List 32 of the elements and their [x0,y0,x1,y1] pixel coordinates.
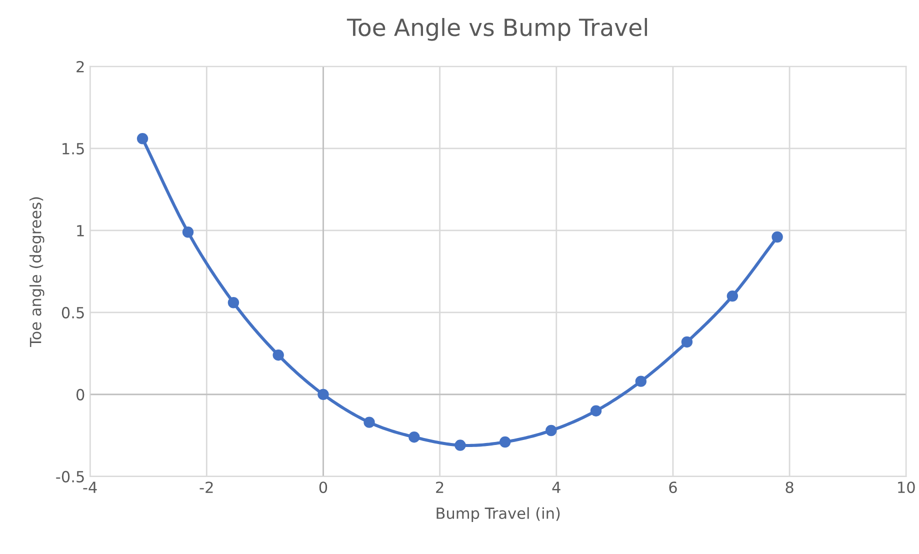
point [272,349,284,361]
x-tick-label: 8 [786,482,794,494]
y-tick-label: 2 [76,60,84,72]
y-tick-label: 1.5 [62,143,84,154]
point [228,297,240,308]
point [499,436,511,448]
x-tick-label: 6 [669,482,677,494]
point [590,405,602,416]
point [546,424,557,436]
x-tick-label: -2 [200,482,213,493]
point [318,388,329,400]
chart-title: Toe Angle vs Bump Travel [346,18,647,41]
x-axis-title: Bump Travel (in) [436,507,560,522]
y-tick-label: 0.5 [62,306,84,318]
y-tick-label: 0 [76,388,84,400]
point [182,226,194,238]
point [635,376,647,387]
point [408,431,420,443]
y-axis-title: Toe angle (degrees) [29,197,44,348]
point [726,290,738,302]
y-tick-label: 1 [77,225,84,236]
point [136,133,148,144]
x-tick-label: -4 [83,482,97,493]
point [364,416,375,428]
x-tick-label: 0 [319,482,328,494]
point [772,231,783,243]
x-tick-label: 2 [436,482,444,493]
point [454,440,466,451]
y-tick-label: -0.5 [56,470,84,482]
x-tick-label: 10 [898,482,915,494]
x-tick-label: 4 [552,482,560,493]
point [681,336,693,348]
